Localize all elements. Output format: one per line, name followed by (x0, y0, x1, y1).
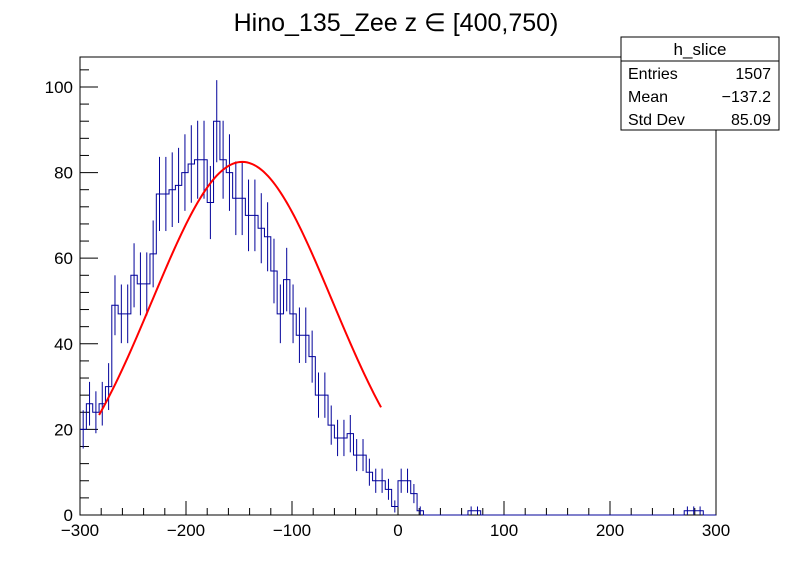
x-tick-label: 0 (393, 521, 402, 540)
x-tick-label: −100 (273, 521, 311, 540)
x-tick-label: 100 (490, 521, 518, 540)
y-tick-label: 100 (45, 78, 73, 97)
x-tick-label: −200 (167, 521, 205, 540)
histogram-outline (80, 120, 716, 516)
chart-title: Hino_135_Zee z ∈ [400,750) (234, 9, 559, 37)
stats-stddev-value: 85.09 (731, 112, 771, 129)
x-tick-label: 200 (596, 521, 624, 540)
fit-curve (98, 160, 382, 416)
histogram-series (80, 120, 716, 516)
stats-entries-label: Entries (628, 66, 678, 83)
y-tick-label: 80 (54, 164, 73, 183)
stats-mean-label: Mean (628, 89, 668, 106)
stats-entries-value: 1507 (735, 66, 771, 83)
y-axis: 0 20 40 60 80 100 (45, 69, 98, 525)
x-tick-label: 300 (702, 521, 730, 540)
x-tick-label: −300 (61, 521, 99, 540)
stats-mean-value: −137.2 (722, 89, 771, 106)
gaussian-fit (98, 160, 382, 416)
stats-box: h_slice Entries 1507 Mean −137.2 Std Dev… (620, 36, 780, 131)
stats-box-frame (620, 36, 780, 131)
stats-box-name: h_slice (674, 40, 727, 59)
y-tick-label: 40 (54, 335, 73, 354)
y-tick-label: 0 (64, 506, 73, 525)
y-tick-label: 60 (54, 249, 73, 268)
x-axis: −300 −200 −100 0 100 200 300 (61, 501, 730, 540)
y-tick-label: 20 (54, 420, 73, 439)
stats-stddev-label: Std Dev (628, 112, 685, 129)
